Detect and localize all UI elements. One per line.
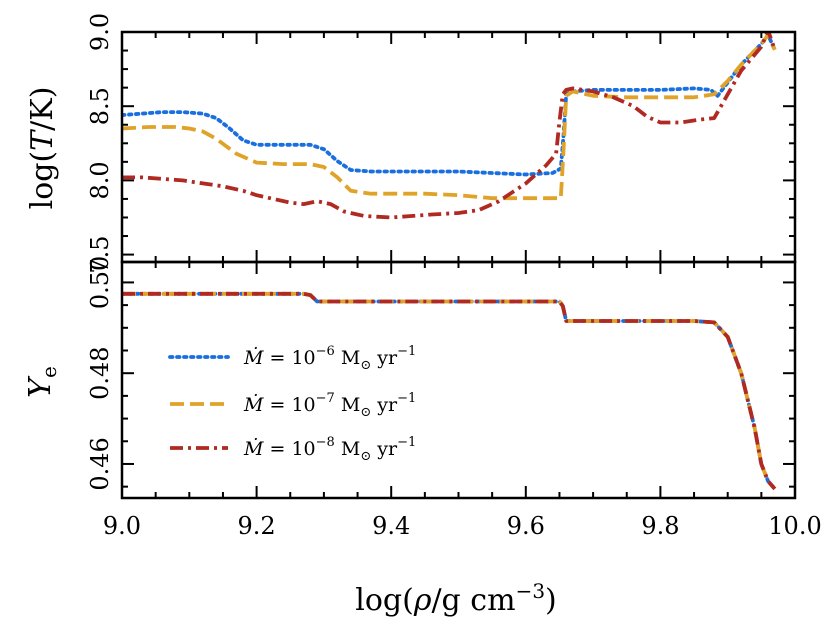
ye-y-tick-label: 0.50 (86, 256, 114, 309)
temperature-series-line-2 (122, 33, 777, 201)
temperature-y-tick-label: 7.5 (86, 235, 114, 273)
legend-label-1e-7: Ṁ = 10−7 M⊙ yr−1 (243, 391, 416, 420)
ye-series-line-2 (122, 291, 777, 491)
x-tick-label: 9.4 (372, 512, 410, 540)
temperature-series-line-1 (122, 33, 777, 177)
x-axis-label: log(ρ/g cm−3) (355, 579, 557, 618)
top-y-axis-label: log(T/K) (25, 87, 60, 210)
ye-plot-frame (120, 260, 797, 500)
temperature-series-line-3 (122, 32, 777, 220)
ye-series-line-1 (122, 291, 777, 491)
temperature-y-tick-label: 9.0 (86, 13, 114, 51)
temperature-plot-frame (120, 30, 797, 264)
x-tick-label: 9.8 (641, 512, 679, 540)
legend: Ṁ = 10−6 M⊙ yr−1 Ṁ = 10−7 M⊙ yr−1 Ṁ = 10… (168, 344, 416, 464)
ye-y-tick-label: 0.46 (86, 437, 114, 490)
ye-series-line-3 (122, 291, 777, 491)
x-tick-label: 9.2 (238, 512, 276, 540)
x-tick-label: 9.0 (103, 512, 141, 540)
x-tick-label: 9.6 (507, 512, 545, 540)
electron-fraction-panel: 9.0 9.2 9.4 9.6 9.8 10.0 0.46 0.48 0.50 (86, 256, 822, 540)
temperature-y-tick-label: 8.0 (86, 161, 114, 199)
legend-label-1e-6: Ṁ = 10−6 M⊙ yr−1 (243, 344, 416, 373)
legend-label-1e-8: Ṁ = 10−8 M⊙ yr−1 (243, 435, 416, 464)
bottom-y-axis-label: Ye (23, 366, 61, 398)
temperature-y-tick-label: 8.5 (86, 87, 114, 125)
ye-y-tick-label: 0.48 (86, 346, 114, 399)
temperature-panel: 7.5 8.0 8.5 9.0 (86, 13, 797, 274)
x-tick-label: 10.0 (768, 512, 821, 540)
